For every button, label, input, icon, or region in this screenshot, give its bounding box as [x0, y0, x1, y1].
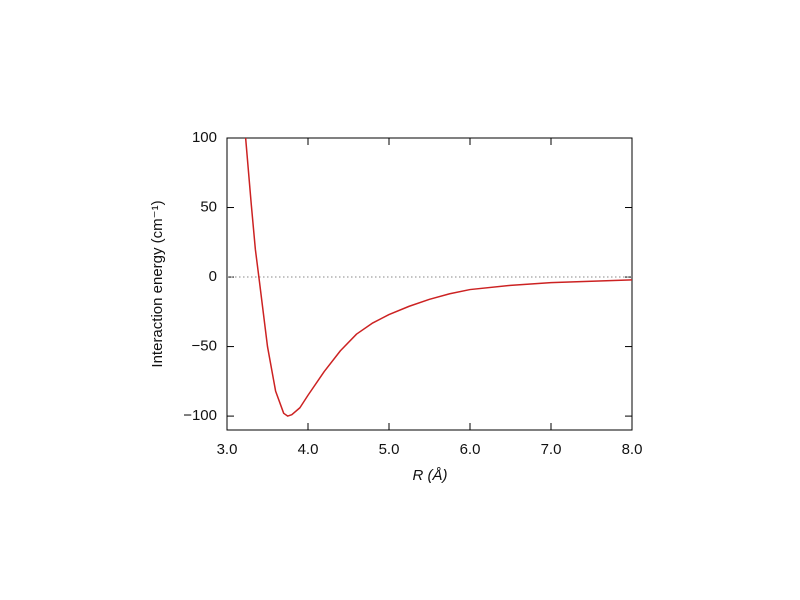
x-tick-label: 8.0: [622, 441, 643, 458]
y-tick-label: −50: [192, 338, 217, 355]
x-tick-label: 6.0: [460, 441, 481, 458]
y-tick-label: 100: [192, 129, 217, 146]
y-tick-label: 50: [200, 198, 217, 215]
x-tick-label: 3.0: [217, 441, 238, 458]
y-tick-label: −100: [183, 407, 217, 424]
x-tick-label: 5.0: [379, 441, 400, 458]
y-tick-label: 0: [209, 268, 217, 285]
y-axis-label: Interaction energy (cm⁻¹): [149, 200, 166, 367]
data-line: [244, 137, 633, 417]
plot-frame: [226, 137, 633, 431]
x-tick-label: 4.0: [298, 441, 319, 458]
x-axis-label: R (Å): [413, 467, 448, 484]
x-tick-label: 7.0: [541, 441, 562, 458]
